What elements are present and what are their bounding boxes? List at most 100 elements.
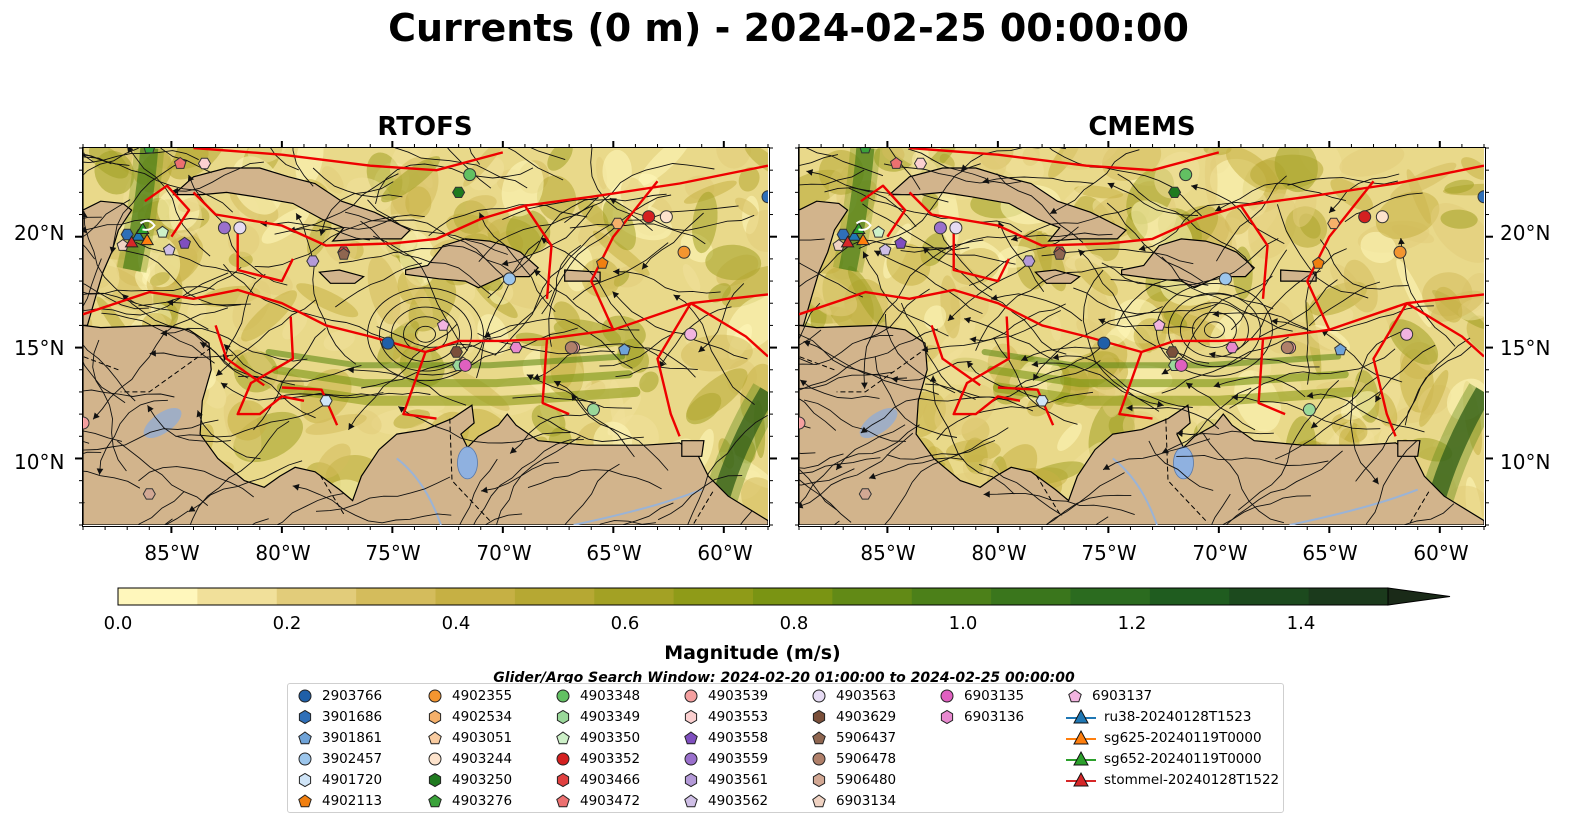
legend-item-label: ru38-20240128T1523 — [1104, 709, 1252, 725]
float-marker-4903244 — [1375, 210, 1389, 224]
lake-nicaragua — [859, 407, 898, 439]
float-marker-3901861 — [1334, 343, 1347, 356]
hexagon-marker-icon — [812, 709, 826, 725]
colorbar-tick-label: 0.6 — [610, 613, 640, 634]
xtick-label: 65°W — [586, 541, 642, 565]
legend-item: 4903553 — [682, 707, 768, 727]
circle-marker-icon — [812, 752, 826, 766]
glider-legend-icon — [1066, 771, 1096, 787]
float-marker — [1302, 403, 1316, 417]
legend-item-label: 4903472 — [580, 793, 641, 809]
legend-item-label: 3901686 — [322, 709, 383, 725]
float-marker — [761, 190, 768, 204]
colorbar-segment — [832, 588, 913, 605]
float-marker-4903250 — [452, 186, 466, 198]
hexagon-marker-icon — [428, 709, 442, 725]
legend-item-label: 4903244 — [452, 751, 513, 767]
hexagon-marker-icon — [684, 709, 698, 725]
float-marker-6903137 — [1152, 318, 1166, 331]
legend-item-label: 4901720 — [322, 772, 383, 788]
glider-marker-sg652-20240119T0000 — [851, 222, 866, 235]
lake-nicaragua — [143, 407, 182, 439]
legend-item: 4903561 — [682, 770, 768, 790]
legend-item: 4903629 — [810, 707, 896, 727]
colorbar — [117, 587, 1451, 606]
legend-item: 4903348 — [554, 686, 640, 706]
pentagon-marker-icon — [298, 731, 312, 745]
float-marker — [83, 416, 90, 430]
float-marker-4903561 — [306, 255, 320, 267]
legend-item: 5906480 — [810, 770, 896, 790]
float-marker-4903559 — [933, 221, 947, 235]
colorbar-segment — [514, 588, 595, 605]
float-markers — [83, 148, 768, 500]
float-marker-6903135 — [1174, 358, 1188, 372]
map-panel-rtofs[interactable] — [82, 147, 770, 527]
legend-item: 4903539 — [682, 686, 768, 706]
legend-item-label: 3901861 — [322, 730, 383, 746]
float-marker-3902457 — [1218, 272, 1232, 286]
pentagon-marker-icon — [428, 794, 442, 808]
glider-track — [855, 219, 872, 231]
legend-item: 4903244 — [426, 749, 512, 769]
map-panel-cmems[interactable] — [798, 147, 1486, 527]
legend-item-label: 4903276 — [452, 793, 513, 809]
legend-item-label: 2903766 — [322, 688, 383, 704]
legend-item: 6903137 — [1066, 686, 1152, 706]
colorbar-tick-label: 1.4 — [1286, 613, 1316, 634]
colorbar-tick-label: 1.0 — [948, 613, 978, 634]
legend-item-label: 4903250 — [452, 772, 513, 788]
float-marker-4903558 — [894, 236, 907, 249]
colorbar-tick-label: 0.8 — [779, 613, 809, 634]
colorbar-tick-label: 1.2 — [1117, 613, 1147, 634]
legend-item-label: 5906478 — [836, 751, 897, 767]
float-marker-4903629 — [1165, 346, 1179, 358]
colorbar-segment — [1070, 588, 1151, 605]
xtick-label: 70°W — [1192, 541, 1248, 565]
legend-item-label: stommel-20240128T1522 — [1104, 772, 1280, 788]
float-marker-4901720 — [1035, 395, 1049, 407]
colorbar-segment — [594, 588, 675, 605]
float-marker-4903244 — [659, 210, 673, 224]
legend-item-label: 4903558 — [708, 730, 769, 746]
ytick-label-left: 15°N — [14, 336, 65, 360]
legend-item-label: 6903136 — [964, 709, 1025, 725]
pentagon-marker-icon — [556, 731, 570, 745]
xtick-label: 85°W — [860, 541, 916, 565]
legend-item: sg652-20240119T0000 — [1066, 749, 1262, 769]
float-marker-4903553 — [197, 157, 212, 170]
legend-item: 4903466 — [554, 770, 640, 790]
pentagon-marker-icon — [812, 731, 826, 745]
pentagon-marker-icon — [684, 794, 698, 808]
legend-item: 6903136 — [938, 707, 1024, 727]
glider-marker-stommel-20240128T1522 — [840, 235, 855, 248]
legend-item: 4903558 — [682, 728, 768, 748]
float-marker-4903629 — [449, 346, 463, 358]
eez-boundaries — [799, 148, 1484, 437]
legend-item: 4902355 — [426, 686, 512, 706]
hexagon-marker-icon — [298, 709, 312, 725]
colorbar-segment — [435, 588, 516, 605]
eez-boundaries — [83, 148, 768, 437]
float-marker — [586, 403, 600, 417]
colorbar-label: Magnitude (m/s) — [664, 642, 841, 664]
legend-item-label: sg652-20240119T0000 — [1104, 751, 1262, 767]
float-marker-4903559 — [217, 221, 231, 235]
legend-item-label: 4903349 — [580, 709, 641, 725]
legend-item: 4903559 — [682, 749, 768, 769]
colorbar-tick-label: 0.4 — [441, 613, 471, 634]
float-marker-3902457 — [502, 272, 516, 286]
float-marker-4902113 — [1312, 256, 1325, 269]
colorbar-extend-arrow — [1387, 587, 1451, 606]
legend-item-label: 5906480 — [836, 772, 897, 788]
xtick-label: 65°W — [1302, 541, 1358, 565]
legend-item: stommel-20240128T1522 — [1066, 770, 1279, 790]
float-marker-5906480 — [142, 488, 156, 500]
hexagon-marker-icon — [940, 709, 954, 725]
float-marker-5906480 — [858, 488, 872, 500]
float-marker-5906478 — [1280, 341, 1294, 355]
hexagon-marker-icon — [684, 772, 698, 788]
colorbar-segment — [276, 588, 357, 605]
colorbar-segment — [197, 588, 278, 605]
xtick-label: 70°W — [476, 541, 532, 565]
